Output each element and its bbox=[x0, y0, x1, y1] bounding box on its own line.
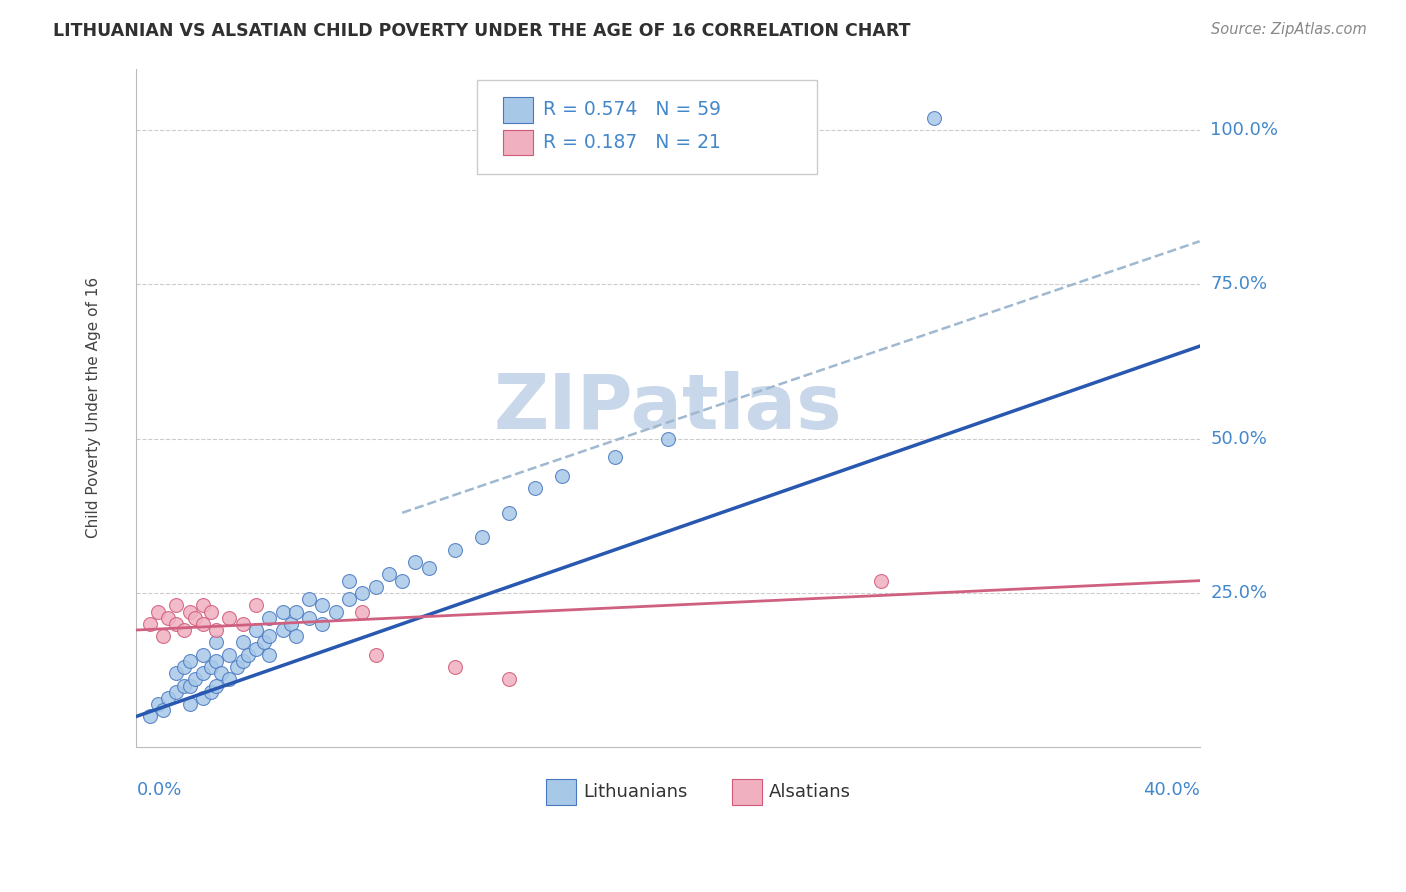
Point bbox=[471, 531, 494, 545]
Point bbox=[173, 679, 195, 693]
Point bbox=[152, 703, 174, 717]
Point bbox=[191, 666, 214, 681]
Point bbox=[236, 648, 259, 662]
Point bbox=[179, 654, 201, 668]
Point bbox=[146, 605, 169, 619]
Point bbox=[444, 660, 467, 674]
Point bbox=[226, 660, 249, 674]
Point bbox=[179, 679, 201, 693]
Bar bbox=[731, 779, 762, 805]
Point bbox=[146, 697, 169, 711]
Point bbox=[232, 616, 254, 631]
Text: LITHUANIAN VS ALSATIAN CHILD POVERTY UNDER THE AGE OF 16 CORRELATION CHART: LITHUANIAN VS ALSATIAN CHILD POVERTY UND… bbox=[53, 22, 911, 40]
Point bbox=[603, 450, 626, 465]
Point bbox=[157, 610, 180, 624]
Point bbox=[259, 629, 281, 643]
Point bbox=[311, 616, 333, 631]
Point bbox=[498, 673, 520, 687]
Point bbox=[259, 610, 281, 624]
Point bbox=[184, 610, 207, 624]
Point bbox=[173, 660, 195, 674]
Point bbox=[311, 599, 333, 613]
Point bbox=[337, 592, 360, 607]
Point bbox=[218, 610, 240, 624]
Text: Lithuanians: Lithuanians bbox=[583, 783, 688, 801]
Bar bbox=[503, 97, 533, 123]
Text: Child Poverty Under the Age of 16: Child Poverty Under the Age of 16 bbox=[86, 277, 101, 539]
Point bbox=[191, 690, 214, 705]
Point bbox=[245, 623, 267, 637]
Text: 25.0%: 25.0% bbox=[1211, 584, 1267, 602]
Bar bbox=[503, 129, 533, 155]
Point bbox=[179, 605, 201, 619]
Point bbox=[191, 616, 214, 631]
Point bbox=[280, 616, 302, 631]
Point bbox=[284, 605, 307, 619]
Point bbox=[364, 580, 387, 594]
Point bbox=[205, 654, 228, 668]
Point bbox=[205, 635, 228, 649]
Point bbox=[352, 586, 374, 600]
Point bbox=[325, 605, 347, 619]
Point bbox=[232, 654, 254, 668]
Point bbox=[191, 599, 214, 613]
Point bbox=[191, 648, 214, 662]
Point bbox=[405, 555, 427, 569]
Point bbox=[245, 641, 267, 656]
FancyBboxPatch shape bbox=[477, 80, 817, 174]
Point bbox=[550, 468, 572, 483]
Point bbox=[200, 684, 222, 698]
Point bbox=[352, 605, 374, 619]
Point bbox=[184, 673, 207, 687]
Point bbox=[165, 666, 187, 681]
Point bbox=[337, 574, 360, 588]
Point bbox=[245, 599, 267, 613]
Point bbox=[418, 561, 440, 575]
Text: 75.0%: 75.0% bbox=[1211, 276, 1267, 293]
Point bbox=[444, 542, 467, 557]
Point bbox=[298, 592, 321, 607]
Point bbox=[205, 679, 228, 693]
Point bbox=[232, 635, 254, 649]
Point bbox=[211, 666, 233, 681]
Point bbox=[205, 623, 228, 637]
Point bbox=[152, 629, 174, 643]
Point bbox=[165, 616, 187, 631]
Point bbox=[524, 481, 547, 495]
Text: R = 0.574   N = 59: R = 0.574 N = 59 bbox=[543, 101, 720, 120]
Point bbox=[200, 605, 222, 619]
Point bbox=[165, 599, 187, 613]
Point bbox=[259, 648, 281, 662]
Text: R = 0.187   N = 21: R = 0.187 N = 21 bbox=[543, 133, 720, 152]
Point bbox=[391, 574, 413, 588]
Point bbox=[173, 623, 195, 637]
Point bbox=[165, 684, 187, 698]
Point bbox=[378, 567, 401, 582]
Text: 40.0%: 40.0% bbox=[1143, 781, 1199, 799]
Point bbox=[298, 610, 321, 624]
Point bbox=[218, 648, 240, 662]
Point bbox=[253, 635, 276, 649]
Text: Source: ZipAtlas.com: Source: ZipAtlas.com bbox=[1211, 22, 1367, 37]
Point bbox=[271, 605, 294, 619]
Text: Alsatians: Alsatians bbox=[769, 783, 851, 801]
Point bbox=[922, 111, 945, 125]
Point bbox=[271, 623, 294, 637]
Text: 0.0%: 0.0% bbox=[136, 781, 181, 799]
Point bbox=[179, 697, 201, 711]
Point bbox=[869, 574, 891, 588]
Text: 50.0%: 50.0% bbox=[1211, 430, 1267, 448]
Bar bbox=[546, 779, 575, 805]
Point bbox=[218, 673, 240, 687]
Point bbox=[498, 506, 520, 520]
Point bbox=[657, 432, 679, 446]
Point bbox=[138, 709, 160, 723]
Text: ZIPatlas: ZIPatlas bbox=[494, 371, 842, 445]
Text: 100.0%: 100.0% bbox=[1211, 121, 1278, 139]
Point bbox=[284, 629, 307, 643]
Point bbox=[364, 648, 387, 662]
Point bbox=[138, 616, 160, 631]
Point bbox=[200, 660, 222, 674]
Point bbox=[157, 690, 180, 705]
